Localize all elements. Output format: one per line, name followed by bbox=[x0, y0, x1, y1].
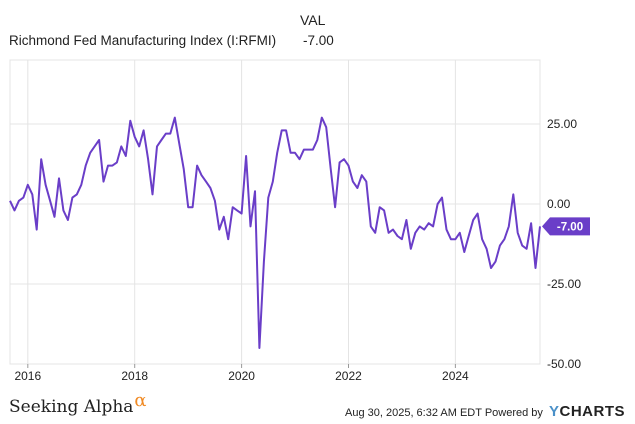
x-tick-label: 2020 bbox=[228, 369, 255, 383]
plot-frame bbox=[9, 59, 541, 365]
x-tick-label: 2016 bbox=[14, 369, 41, 383]
ycharts-logo: YCHARTS bbox=[549, 403, 625, 420]
last-value-label: -7.00 bbox=[557, 221, 583, 233]
footer-attribution: Aug 30, 2025, 6:32 AM EDT Powered by YCH… bbox=[345, 403, 625, 420]
seeking-alpha-logo: Seeking Alphaα bbox=[9, 390, 147, 417]
y-tick-label: -25.00 bbox=[547, 277, 581, 291]
series-line bbox=[9, 116, 541, 349]
ycharts-logo-text: CHARTS bbox=[559, 403, 625, 420]
legend-header: VAL bbox=[300, 12, 326, 28]
y-tick-label: -50.00 bbox=[547, 357, 581, 371]
y-tick-label: 25.00 bbox=[547, 117, 577, 131]
x-tick-label: 2022 bbox=[335, 369, 362, 383]
x-tick-label: 2018 bbox=[121, 369, 148, 383]
x-tick-label: 2024 bbox=[442, 369, 469, 383]
legend-series-name: Richmond Fed Manufacturing Index (I:RFMI… bbox=[9, 33, 277, 48]
legend-last-value: -7.00 bbox=[303, 33, 334, 48]
logo-text: Seeking Alpha bbox=[9, 397, 134, 417]
ycharts-logo-y: Y bbox=[548, 403, 560, 420]
y-tick-label: 0.00 bbox=[547, 197, 571, 211]
alpha-icon: α bbox=[134, 390, 147, 411]
timestamp: Aug 30, 2025, 6:32 AM EDT Powered by bbox=[345, 407, 543, 419]
last-value-badge bbox=[542, 217, 590, 236]
